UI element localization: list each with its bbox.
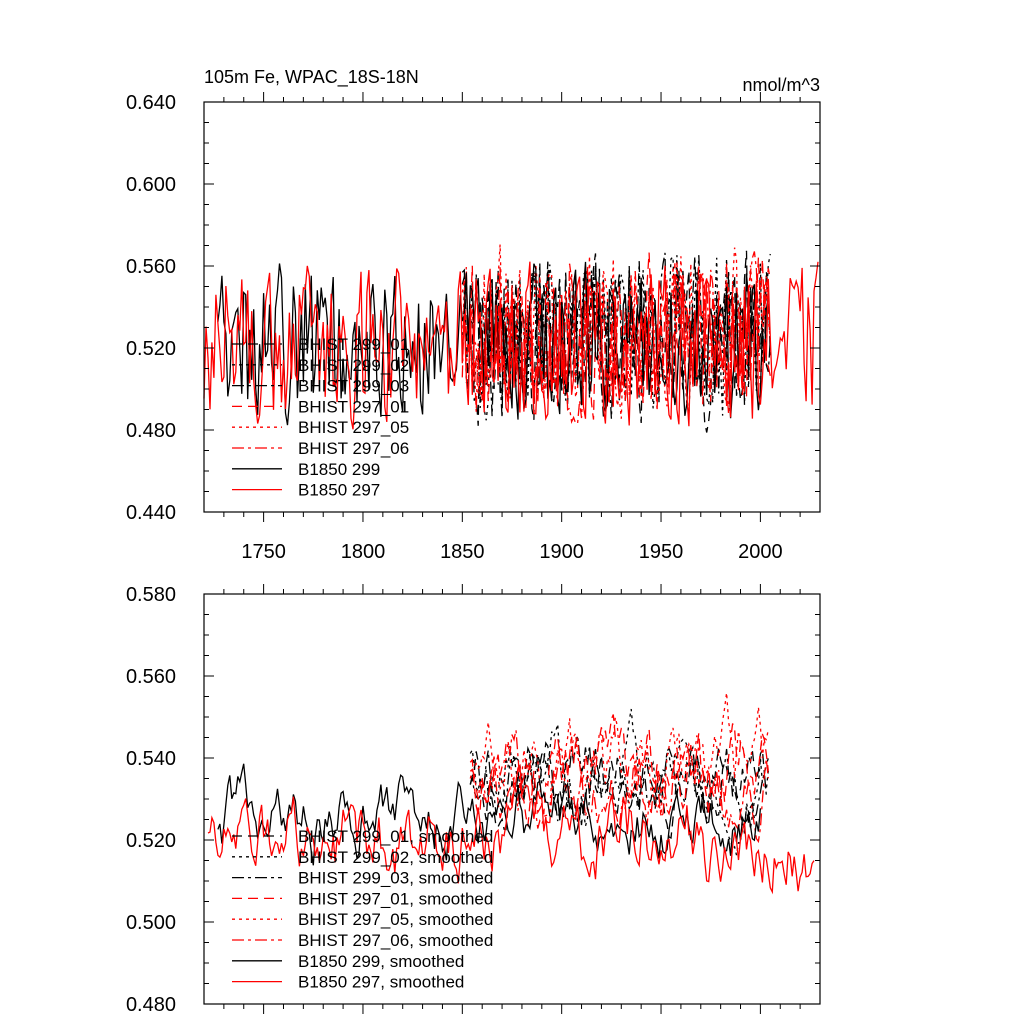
y-tick-label: 0.580 [126, 584, 176, 606]
bottom-legend: BHIST 299_01, smoothed BHIST 299_02, smoo… [232, 827, 493, 992]
series-line-8 [207, 763, 815, 895]
series-line-1 [469, 741, 769, 840]
legend-label-1: BHIST 299_01, smoothed [298, 827, 493, 846]
series-line-2 [469, 708, 769, 856]
x-tick-label: 1900 [539, 541, 584, 563]
legend-label-6: BHIST 297_06 [298, 439, 409, 458]
x-tick-label: 1800 [341, 541, 386, 563]
bottom-x-axis [223, 584, 801, 1014]
legend-label-3: BHIST 299_03, smoothed [298, 869, 493, 888]
legend-label-8: B1850 297, smoothed [298, 973, 464, 992]
legend-label-1: BHIST 299_01 [298, 335, 409, 354]
y-tick-label: 0.500 [126, 912, 176, 934]
y-tick-label: 0.480 [126, 994, 176, 1016]
x-tick-label: 1850 [440, 541, 485, 563]
legend-label-5: BHIST 297_05, smoothed [298, 910, 493, 929]
y-tick-label: 0.440 [126, 502, 176, 524]
y-tick-label: 0.560 [126, 256, 176, 278]
legend-label-2: BHIST 299_02 [298, 356, 409, 375]
series-line-4 [469, 714, 769, 827]
legend-label-2: BHIST 299_02, smoothed [298, 848, 493, 867]
series-line-8 [203, 261, 819, 430]
legend-label-7: B1850 299, smoothed [298, 952, 464, 971]
top-plot-lines [203, 244, 819, 433]
top-x-axis: 1750 1800 1850 1900 1950 2000 [223, 92, 801, 563]
legend-label-3: BHIST 299_03 [298, 377, 409, 396]
bottom-plot-lines [207, 692, 815, 895]
top-units: nmol/m^3 [743, 75, 820, 95]
legend-label-4: BHIST 297_01, smoothed [298, 889, 493, 908]
bottom-panel: 0.480 0.500 0.520 0.540 0.560 0.580 BHIST 299… [126, 584, 821, 1016]
x-tick-label: 2000 [738, 541, 783, 563]
y-tick-label: 0.540 [126, 748, 176, 770]
top-y-axis: 0.440 0.480 0.520 0.560 0.600 0.640 [126, 92, 820, 524]
legend-label-5: BHIST 297_05 [298, 418, 409, 437]
y-tick-label: 0.640 [126, 92, 176, 114]
series-line-5 [469, 692, 769, 818]
legend-label-4: BHIST 297_01 [298, 397, 409, 416]
legend-label-6: BHIST 297_06, smoothed [298, 931, 493, 950]
legend-label-8: B1850 297 [298, 481, 380, 500]
y-tick-label: 0.520 [126, 830, 176, 852]
bottom-y-axis: 0.480 0.500 0.520 0.540 0.560 0.580 [126, 584, 820, 1016]
y-tick-label: 0.560 [126, 666, 176, 688]
series-line-6 [469, 729, 769, 844]
y-tick-label: 0.600 [126, 174, 176, 196]
series-line-2 [461, 253, 771, 421]
y-tick-label: 0.480 [126, 420, 176, 442]
series-line-5 [461, 244, 771, 419]
x-tick-label: 1750 [241, 541, 286, 563]
x-tick-label: 1950 [639, 541, 684, 563]
legend-label-7: B1850 299 [298, 460, 380, 479]
top-panel: 105m Fe, WPAC_18S-18N nmol/m^3 0.440 0.48… [126, 67, 821, 563]
y-tick-label: 0.520 [126, 338, 176, 360]
top-title: 105m Fe, WPAC_18S-18N [204, 67, 419, 88]
